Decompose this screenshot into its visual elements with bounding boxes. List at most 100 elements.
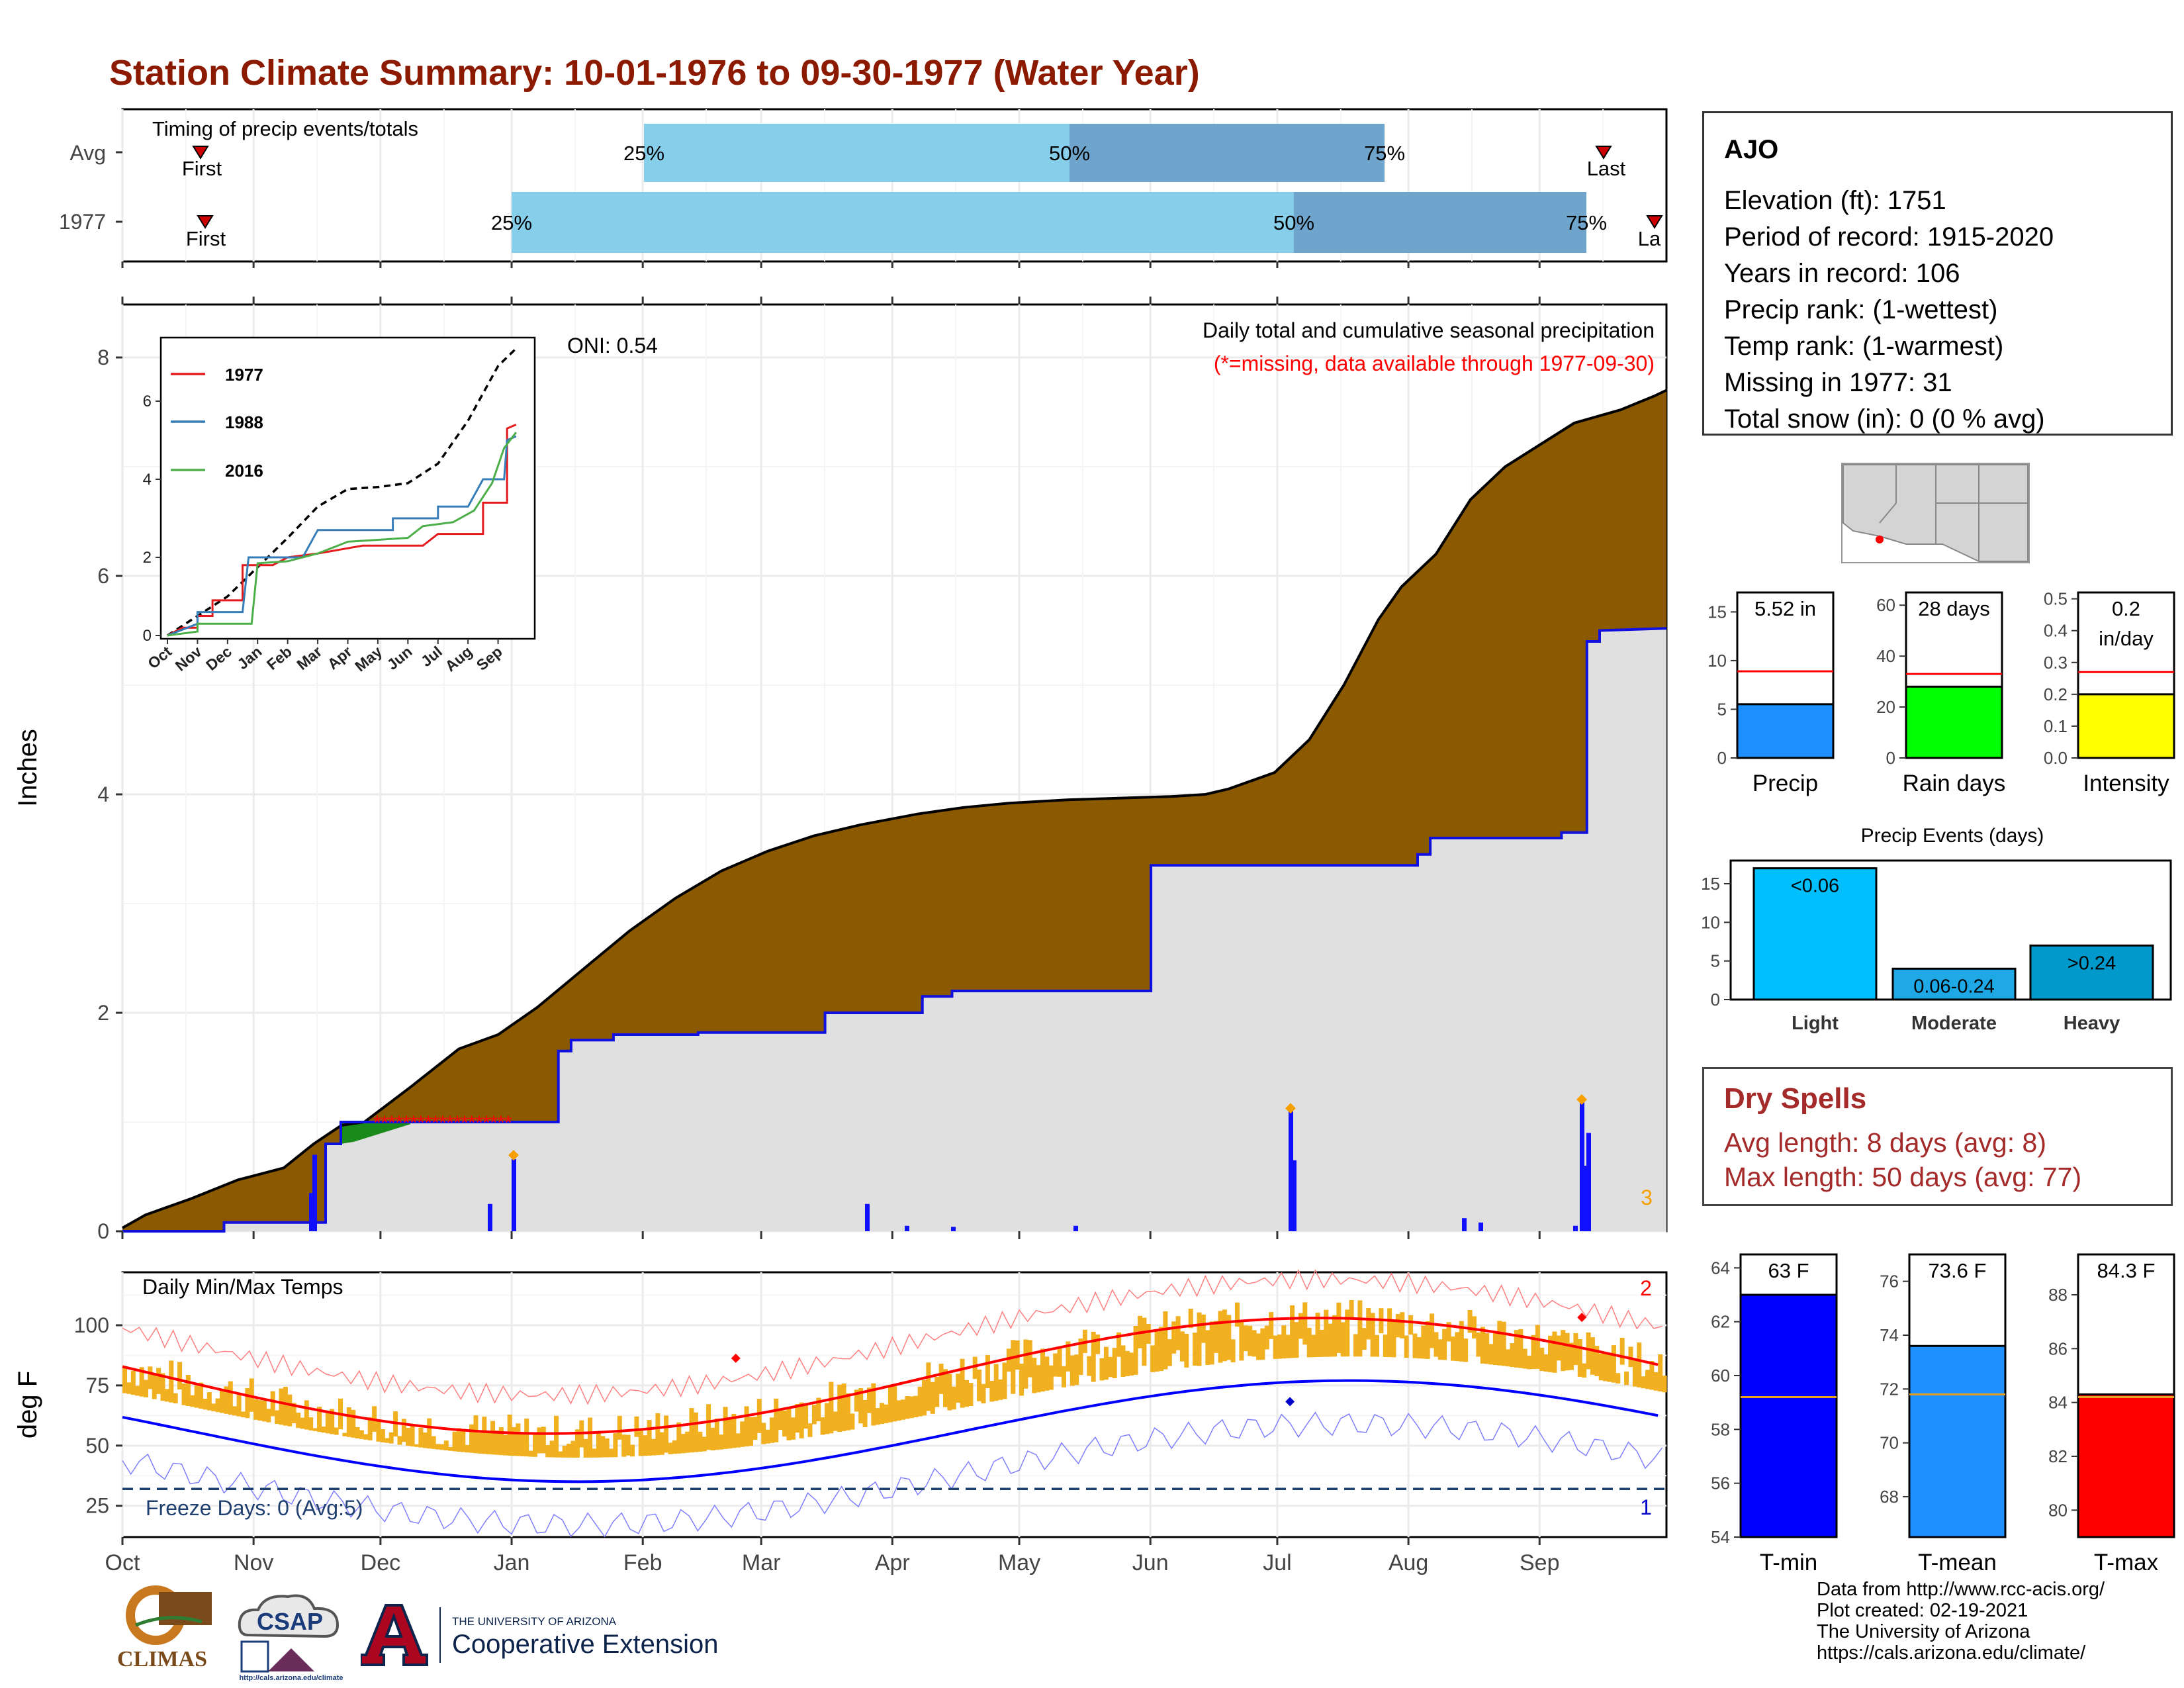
daily-temp-range-bar (528, 1450, 533, 1457)
summary-tick-label: 15 (1707, 602, 1727, 622)
summary-tick-label: 10 (1707, 651, 1727, 671)
daily-precip-bar (1073, 1225, 1078, 1231)
temp-y-title: deg F (13, 1371, 42, 1438)
temp-summary-tick-label: 68 (1880, 1487, 1899, 1507)
daily-temp-range-bar (630, 1444, 635, 1457)
daily-temp-range-bar (651, 1438, 656, 1456)
daily-temp-range-bar (1607, 1354, 1612, 1382)
daily-temp-range-bar (1256, 1333, 1261, 1360)
daily-temp-range-bar (465, 1444, 470, 1453)
daily-temp-range-bar (1412, 1333, 1418, 1358)
summary-bar (1905, 685, 2003, 759)
daily-temp-range-bar (676, 1422, 682, 1454)
summary-tick-label: 0.1 (2044, 716, 2068, 736)
daily-temp-range-bar (1171, 1321, 1177, 1354)
temp-y-tick-label: 75 (85, 1374, 109, 1397)
daily-temp-range-bar (321, 1427, 326, 1433)
daily-temp-range-bar (1543, 1354, 1549, 1372)
daily-temp-range-bar (325, 1413, 330, 1434)
daily-temp-range-bar (545, 1445, 551, 1458)
daily-temp-range-bar (401, 1419, 406, 1442)
daily-temp-range-bar (541, 1427, 546, 1454)
month-tick-label: Nov (234, 1550, 273, 1575)
events-tick-label: 5 (1711, 951, 1720, 971)
missing-data-marker: * (461, 1112, 469, 1134)
daily-temp-range-bar (1230, 1339, 1236, 1362)
missing-data-marker: * (395, 1112, 403, 1134)
missing-data-marker: * (482, 1112, 490, 1134)
daily-temp-range-bar (1103, 1346, 1109, 1380)
daily-temp-range-bar (144, 1380, 148, 1397)
daily-temp-range-bar (884, 1404, 889, 1423)
daily-temp-range-bar (1205, 1330, 1210, 1365)
daily-temp-range-bar (922, 1380, 927, 1416)
daily-temp-range-bar (1146, 1324, 1151, 1344)
dry-spells-title: Dry Spells (1724, 1082, 1867, 1115)
daily-temp-range-bar (643, 1435, 648, 1456)
daily-temp-range-bar (567, 1443, 572, 1458)
station-period: Period of record: 1915-2020 (1724, 222, 2054, 252)
daily-temp-range-bar (427, 1418, 432, 1449)
daily-temp-range-bar (1442, 1329, 1447, 1360)
daily-temp-range-bar (816, 1397, 821, 1422)
daily-temp-range-bar (224, 1386, 229, 1414)
daily-temp-range-bar (1251, 1330, 1257, 1357)
daily-temp-range-bar (422, 1432, 428, 1448)
daily-temp-range-bar (659, 1432, 664, 1455)
daily-temp-range-bar (443, 1440, 449, 1450)
daily-temp-range-bar (989, 1381, 995, 1402)
daily-temp-range-bar (841, 1383, 846, 1431)
avg-first-label: First (182, 157, 222, 180)
daily-temp-range-bar (1535, 1325, 1540, 1369)
summary-bar (1736, 703, 1835, 759)
daily-temp-range-bar (1561, 1330, 1566, 1372)
credits: Data from http://www.rcc-acis.org/ Plot … (1817, 1579, 2105, 1664)
daily-temp-range-bar (126, 1382, 132, 1394)
precip-y-tick-label: 0 (97, 1219, 109, 1243)
daily-temp-range-bar (1124, 1350, 1130, 1376)
daily-precip-bar (1573, 1225, 1578, 1231)
daily-temp-range-bar (871, 1383, 876, 1426)
daily-temp-range-bar (1611, 1345, 1616, 1383)
daily-temp-range-bar (1095, 1335, 1101, 1354)
daily-temp-range-bar (795, 1404, 800, 1433)
daily-temp-range-bar (1163, 1311, 1168, 1370)
daily-temp-range-bar (934, 1377, 940, 1407)
inset-y-tick-label: 0 (143, 627, 152, 645)
summary-tick-label: 0.5 (2044, 589, 2068, 609)
daily-temp-range-bar (1641, 1376, 1646, 1389)
daily-temp-range-bar (304, 1400, 309, 1430)
obs-q25-q50-bar (512, 192, 1294, 253)
daily-temp-range-bar (1133, 1326, 1138, 1375)
daily-temp-range-bar (1264, 1325, 1269, 1350)
daily-temp-range-bar (257, 1400, 263, 1421)
daily-temp-range-bar (1433, 1332, 1439, 1357)
summary-tick-label: 0.0 (2044, 748, 2068, 768)
temp-summary-bar-label: T-min (1760, 1550, 1818, 1575)
daily-temp-range-bar (1632, 1360, 1637, 1387)
daily-temp-range-bar (283, 1387, 288, 1426)
precip-event-bar-label: >0.24 (2068, 953, 2116, 974)
daily-temp-range-bar (1040, 1348, 1045, 1392)
daily-temp-range-bar (1179, 1331, 1185, 1362)
daily-temp-range-bar (406, 1428, 411, 1446)
daily-temp-range-bar (1129, 1352, 1134, 1376)
daily-temp-range-bar (1319, 1329, 1324, 1357)
daily-temp-range-bar (549, 1440, 555, 1458)
daily-temp-range-bar (947, 1374, 952, 1411)
daily-temp-range-bar (1044, 1356, 1050, 1391)
record-high-line (122, 1269, 1662, 1405)
daily-temp-range-bar (1658, 1354, 1663, 1391)
daily-temp-range-bar (1150, 1345, 1156, 1372)
daily-temp-range-bar (448, 1447, 453, 1451)
daily-temp-range-bar (887, 1386, 893, 1423)
month-tick-label: Jan (494, 1550, 530, 1575)
daily-temp-range-bar (570, 1440, 576, 1458)
temp-summary-tick-label: 56 (1711, 1474, 1730, 1493)
daily-temp-range-bar (498, 1427, 504, 1456)
daily-temp-range-bar (972, 1356, 978, 1380)
daily-temp-range-bar (1332, 1315, 1337, 1357)
events-tick-label: 0 (1711, 990, 1720, 1009)
avg-first-marker (192, 146, 209, 160)
precip-y-title: Inches (13, 729, 42, 807)
